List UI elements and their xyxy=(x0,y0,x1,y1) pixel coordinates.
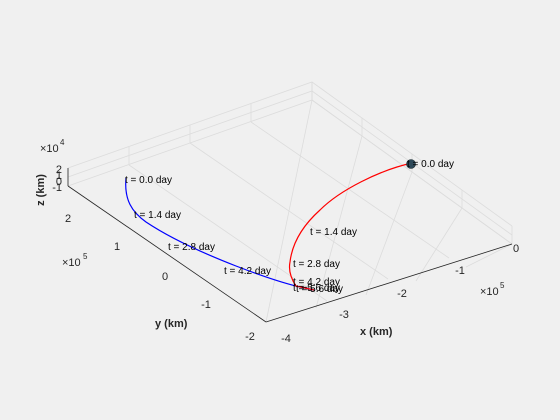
z-ticks: 2 1 0 -1 xyxy=(52,164,62,194)
x-multiplier: ×10 xyxy=(480,286,499,298)
y-tick-label: -2 xyxy=(245,331,255,343)
x-multiplier-exponent: 5 xyxy=(500,281,505,290)
grid-line xyxy=(128,164,328,302)
y-tick-label: 0 xyxy=(162,271,168,283)
z-axis-label: z (km) xyxy=(35,174,47,206)
z-tick-label: 0 xyxy=(56,176,62,188)
annotation-blue-t4: t = 5.6 day xyxy=(296,284,343,295)
z-tick-label: -1 xyxy=(52,182,62,194)
z-tick-label: 1 xyxy=(56,170,62,182)
y-multiplier: ×10 xyxy=(62,257,81,269)
y-tick-label: 1 xyxy=(114,241,120,253)
y-axis-line xyxy=(67,185,267,323)
grid-line xyxy=(465,243,513,268)
annotation-blue-t0: t = 0.0 day xyxy=(125,175,172,186)
x-tick-label: -3 xyxy=(339,309,349,321)
x-tick-label: -2 xyxy=(397,288,407,300)
annotation-blue-t2: t = 2.8 day xyxy=(168,242,215,253)
x-tick-label: 0 xyxy=(513,243,519,255)
annotation-red-t3: t = 4.2 day xyxy=(293,277,340,288)
y-axis-label: y (km) xyxy=(155,318,188,330)
z-multiplier: ×10 xyxy=(40,143,59,155)
x-axis-label: x (km) xyxy=(360,326,393,338)
annotation-red-t0: t = 0.0 day xyxy=(407,159,454,170)
annotation-red-t4: t = 5.6 day xyxy=(293,283,340,294)
annotation-red-t1: t = 1.4 day xyxy=(310,227,357,238)
earth-marker xyxy=(406,159,416,169)
grid-line xyxy=(365,171,413,296)
grid-line xyxy=(250,121,450,259)
x-axis-line xyxy=(265,243,513,323)
back-wall-bottom xyxy=(67,99,513,245)
y-tick-label: -1 xyxy=(201,299,211,311)
annotation-blue-t1: t = 1.4 day xyxy=(134,210,181,221)
back-wall-mid xyxy=(67,90,513,236)
axes-lines xyxy=(67,168,513,323)
x-tick-label: -1 xyxy=(455,265,465,277)
z-multiplier-exponent: 4 xyxy=(60,138,65,147)
grid-line xyxy=(265,99,313,323)
annotation-red-t2: t = 2.8 day xyxy=(293,259,340,270)
grid-line xyxy=(415,207,463,282)
y-ticks: 2 1 0 -1 -2 xyxy=(65,213,255,343)
time-annotations: t = 0.0 day t = 1.4 day t = 2.8 day t = … xyxy=(125,159,454,295)
grid xyxy=(67,81,513,323)
x-tick-label: -4 xyxy=(281,333,291,345)
y-multiplier-exponent: 5 xyxy=(83,252,88,261)
grid-line xyxy=(315,135,363,309)
annotation-blue-t3: t = 4.2 day xyxy=(224,266,271,277)
z-tick-label: 2 xyxy=(56,164,62,176)
x-ticks: -4 -3 -2 -1 0 xyxy=(281,243,519,345)
y-tick-label: 2 xyxy=(65,213,71,225)
series-blue-trajectory xyxy=(125,177,315,291)
series-red-trajectory xyxy=(288,162,413,291)
